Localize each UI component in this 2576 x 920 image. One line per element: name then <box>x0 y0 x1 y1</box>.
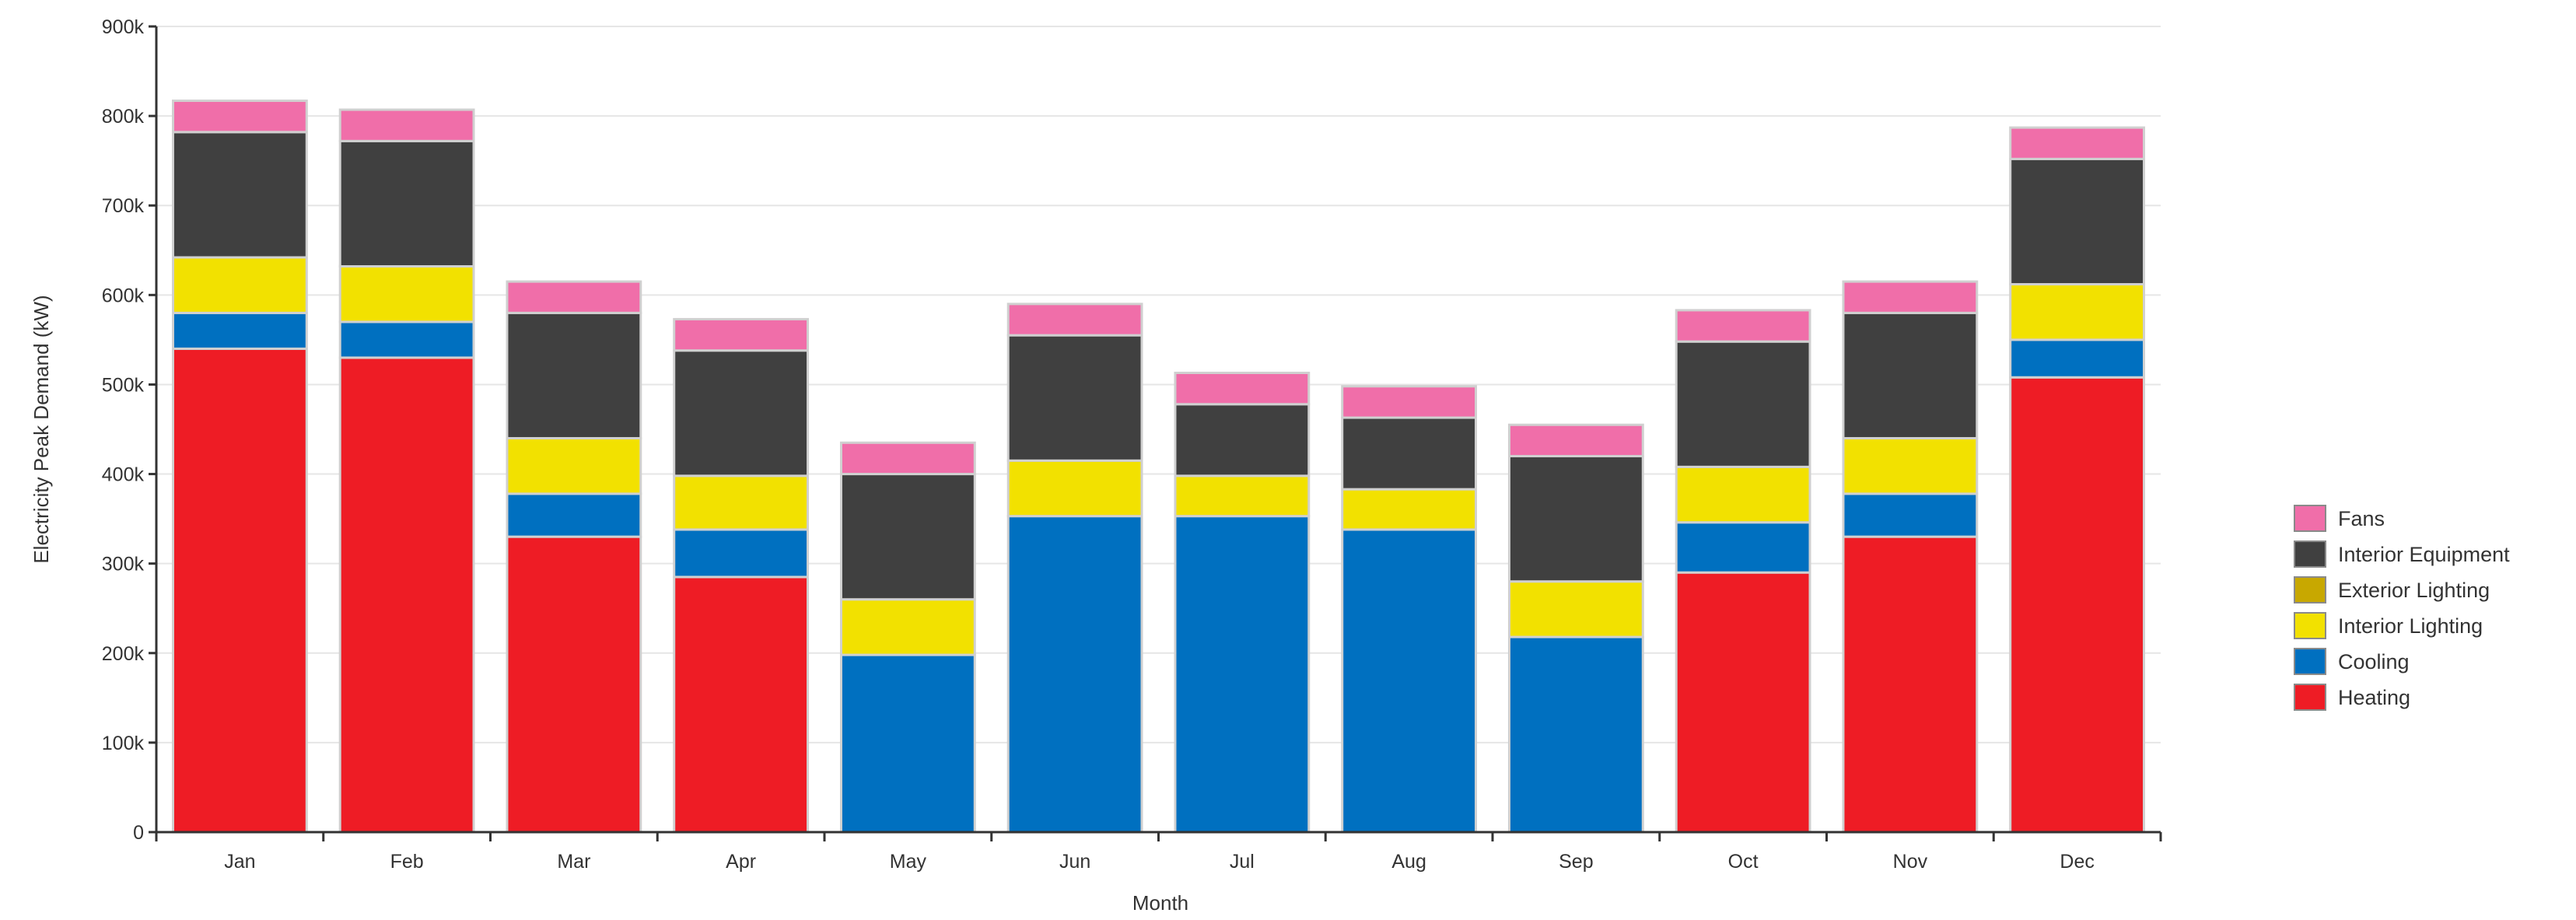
bar-segment-interior-lighting <box>1341 488 1478 531</box>
bar-segment-interior-equipment <box>1174 403 1311 477</box>
gridlines <box>156 26 2161 743</box>
bar-segment-cooling <box>1842 492 1979 538</box>
bar-segment-fans <box>171 100 308 134</box>
bar-segment-heating <box>673 575 810 834</box>
bar-segment-interior-equipment <box>1675 340 1811 468</box>
bar-segment-interior-lighting <box>673 474 810 531</box>
bar-segment-cooling <box>1174 515 1311 834</box>
legend-label: Fans <box>2338 507 2385 530</box>
y-tick-label: 400k <box>102 464 145 486</box>
x-tick-label: Oct <box>1728 851 1759 873</box>
bar-segment-cooling <box>1507 635 1644 834</box>
bar-segment-interior-equipment <box>506 311 642 440</box>
bar-segment-cooling <box>506 492 642 538</box>
bar-segment-interior-lighting <box>839 598 976 656</box>
bar-segment-fans <box>506 280 642 314</box>
x-ticks: Jan Feb Mar Apr May Jun Jul Aug Sep Oct Nov Dec <box>155 832 2162 873</box>
bar-segment-cooling <box>338 320 475 359</box>
y-tick-label: 500k <box>102 374 145 396</box>
bar-segment-cooling <box>1341 528 1478 834</box>
bars <box>171 100 2146 834</box>
bar-segment-fans <box>1507 423 1644 458</box>
bar-segment-interior-lighting <box>1842 437 1979 495</box>
x-tick-label: Mar <box>557 851 590 873</box>
bar-segment-fans <box>2009 126 2146 160</box>
legend-label: Interior Equipment <box>2338 543 2510 566</box>
legend-swatch <box>2294 576 2326 603</box>
bar-segment-interior-equipment <box>1507 455 1644 583</box>
bar-segment-interior-lighting <box>506 437 642 495</box>
bar-segment-fans <box>338 108 475 142</box>
bar-segment-fans <box>1842 280 1979 314</box>
x-tick-label: Nov <box>1893 851 1928 873</box>
y-tick-label: 100k <box>102 733 145 754</box>
x-tick-label: Jul <box>1230 851 1255 873</box>
legend-swatch <box>2294 648 2326 675</box>
legend-swatch <box>2294 505 2326 532</box>
bar-segment-interior-equipment <box>1341 416 1478 491</box>
legend-label: Heating <box>2338 686 2410 709</box>
bar-segment-cooling <box>2009 338 2146 379</box>
y-tick-label: 200k <box>102 643 145 665</box>
bar-segment-fans <box>1341 385 1478 419</box>
x-tick-label: Feb <box>390 851 424 873</box>
x-tick-label: Sep <box>1559 851 1593 873</box>
y-tick-label: 700k <box>102 195 145 217</box>
x-tick-label: May <box>890 851 927 873</box>
y-axis-title: Electricity Peak Demand (kW) <box>30 295 53 563</box>
y-tick-label: 0 <box>133 822 144 844</box>
bar-segment-interior-lighting <box>171 256 308 314</box>
bar-segment-interior-lighting <box>1174 474 1311 518</box>
x-tick-label: Jan <box>224 851 255 873</box>
x-tick-label: Dec <box>2060 851 2094 873</box>
bar-segment-cooling <box>1006 515 1143 834</box>
y-ticks: 0 100k 200k 300k 400k 500k 600k 700k 800k 900k <box>102 16 156 844</box>
legend: Fans Interior Equipment Exterior Lighting I… <box>2294 505 2510 711</box>
bar-segment-fans <box>1675 309 1811 343</box>
bar-segment-interior-lighting <box>1507 580 1644 638</box>
y-tick-label: 900k <box>102 16 145 38</box>
bar-segment-heating <box>338 356 475 834</box>
bar-segment-heating <box>1675 571 1811 834</box>
bar-segment-fans <box>1006 303 1143 337</box>
bar-segment-heating <box>1842 535 1979 834</box>
bar-segment-fans <box>673 317 810 352</box>
legend-swatch <box>2294 612 2326 639</box>
bar-segment-cooling <box>673 528 810 579</box>
x-tick-label: Jun <box>1059 851 1090 873</box>
bar-segment-heating <box>171 347 308 834</box>
x-tick-label: Aug <box>1391 851 1426 873</box>
bar-segment-interior-lighting <box>338 264 475 324</box>
bar-segment-interior-lighting <box>1006 459 1143 518</box>
x-tick-label: Apr <box>726 851 756 873</box>
bar-segment-fans <box>839 441 976 476</box>
legend-label: Interior Lighting <box>2338 614 2483 638</box>
bar-segment-fans <box>1174 371 1311 406</box>
y-tick-label: 600k <box>102 285 145 306</box>
legend-swatch <box>2294 540 2326 568</box>
bar-segment-interior-equipment <box>839 473 976 601</box>
bar-segment-interior-equipment <box>1006 334 1143 462</box>
legend-label: Exterior Lighting <box>2338 579 2490 602</box>
bar-segment-interior-equipment <box>1842 311 1979 440</box>
bar-segment-heating <box>2009 376 2146 834</box>
bar-segment-interior-equipment <box>673 349 810 477</box>
x-axis-title: Month <box>1132 891 1188 915</box>
bar-segment-interior-lighting <box>1675 465 1811 524</box>
bar-segment-heating <box>506 535 642 834</box>
bar-segment-interior-equipment <box>2009 157 2146 286</box>
legend-label: Cooling <box>2338 650 2410 673</box>
y-tick-label: 800k <box>102 106 145 128</box>
bar-segment-cooling <box>171 311 308 350</box>
y-tick-label: 300k <box>102 554 145 575</box>
bar-segment-interior-equipment <box>171 131 308 259</box>
bar-segment-cooling <box>1675 521 1811 574</box>
bar-segment-cooling <box>839 653 976 834</box>
bar-segment-interior-equipment <box>338 139 475 268</box>
bar-segment-interior-lighting <box>2009 283 2146 341</box>
legend-swatch <box>2294 684 2326 711</box>
